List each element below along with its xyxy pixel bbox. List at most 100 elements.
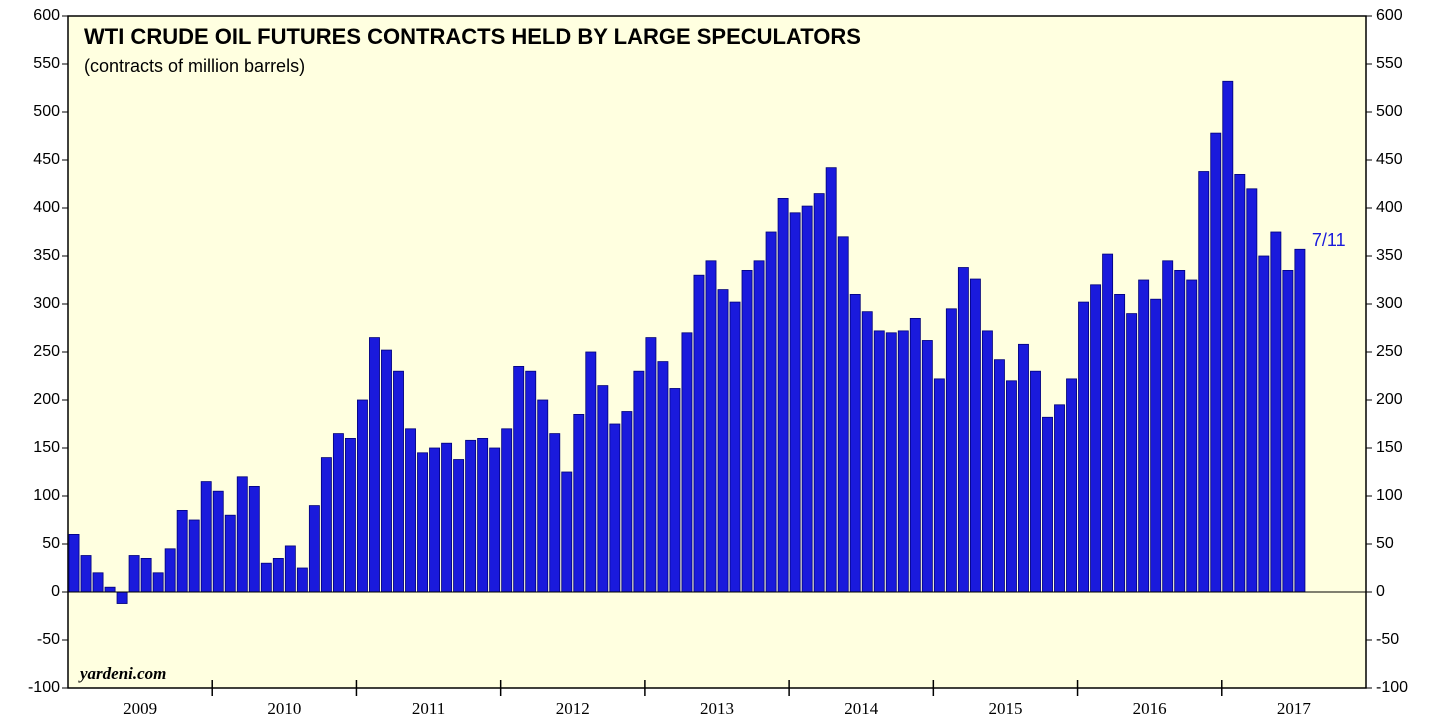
y-tick-label: 0: [51, 583, 60, 600]
bar: [981, 330, 993, 593]
bar: [212, 490, 224, 593]
y2-tick-label: 0: [1376, 583, 1385, 600]
bar: [597, 385, 609, 593]
bar: [693, 274, 705, 593]
bar: [80, 555, 92, 593]
y2-tick-label: 150: [1376, 439, 1403, 456]
y2-tick-label: 600: [1376, 7, 1403, 24]
bar: [477, 437, 489, 593]
bar: [1042, 416, 1053, 593]
bar: [705, 260, 717, 593]
bar: [1186, 279, 1198, 593]
bar: [1018, 343, 1029, 593]
bar: [825, 167, 837, 593]
bar: [1198, 171, 1210, 593]
y2-tick-label: 350: [1376, 247, 1403, 264]
bar: [753, 260, 765, 593]
bar: [1006, 380, 1017, 593]
bar: [873, 330, 885, 593]
bar: [633, 370, 645, 593]
chart-title: WTI CRUDE OIL FUTURES CONTRACTS HELD BY …: [84, 24, 861, 49]
bar: [849, 293, 861, 593]
bar: [68, 534, 80, 593]
bar: [164, 548, 176, 593]
bar: [1282, 269, 1294, 593]
y-tick-label: 250: [33, 343, 60, 360]
y2-tick-label: 450: [1376, 151, 1403, 168]
bar: [296, 567, 308, 593]
y-tick-label: 50: [42, 535, 60, 552]
bar: [332, 433, 344, 593]
bar: [1162, 260, 1174, 593]
source: yardeni.com: [78, 664, 166, 683]
y2-tick-label: 200: [1376, 391, 1403, 408]
bar: [1258, 255, 1270, 593]
bar: [585, 351, 597, 593]
y2-tick-label: -100: [1376, 679, 1408, 696]
bar: [104, 586, 116, 593]
bar: [1102, 253, 1114, 593]
bar: [320, 457, 332, 593]
bar: [897, 330, 909, 593]
bar: [1090, 284, 1102, 593]
bar: [116, 591, 128, 604]
bar: [729, 301, 741, 593]
y2-tick-label: 250: [1376, 343, 1403, 360]
y2-tick-label: 300: [1376, 295, 1403, 312]
bar: [993, 359, 1005, 593]
bar: [140, 558, 152, 593]
y-tick-label: 100: [33, 487, 60, 504]
x-tick-label: 2017: [1277, 699, 1312, 718]
x-tick-label: 2009: [123, 699, 157, 718]
y-tick-label: 150: [33, 439, 60, 456]
bar: [344, 437, 356, 593]
bar: [357, 399, 368, 593]
y-tick-label: 600: [33, 7, 60, 24]
bar: [429, 447, 441, 593]
plot-area: [67, 15, 1367, 689]
bar: [801, 205, 813, 593]
bar: [417, 452, 428, 593]
bar: [393, 370, 404, 593]
y2-tick-label: -50: [1376, 631, 1399, 648]
x-tick-label: 2015: [988, 699, 1022, 718]
bar: [1210, 132, 1222, 593]
bar: [777, 197, 789, 593]
bar: [681, 332, 693, 593]
bar: [621, 411, 633, 593]
bar: [969, 278, 981, 593]
y2-tick-label: 500: [1376, 103, 1403, 120]
bar: [152, 572, 164, 593]
y-tick-label: 500: [33, 103, 60, 120]
bar: [957, 267, 969, 593]
bar: [909, 317, 921, 593]
bar: [1114, 293, 1126, 593]
bar: [176, 509, 188, 593]
bar: [1174, 269, 1186, 593]
bar: [200, 481, 212, 593]
y2-tick-label: 50: [1376, 535, 1394, 552]
y-tick-label: 300: [33, 295, 60, 312]
bar: [405, 428, 416, 593]
bar: [513, 365, 525, 593]
y2-tick-label: 550: [1376, 55, 1403, 72]
bar: [537, 399, 549, 593]
bar: [272, 558, 284, 593]
bar: [657, 361, 669, 593]
bar: [260, 562, 272, 593]
bar: [501, 428, 513, 593]
bar: [525, 370, 537, 593]
bar: [308, 505, 320, 593]
bar: [369, 337, 380, 593]
x-tick-label: 2011: [412, 699, 445, 718]
y-tick-label: 550: [33, 55, 60, 72]
bar: [284, 545, 296, 593]
y-tick-label: 400: [33, 199, 60, 216]
bar: [92, 572, 104, 593]
bar: [248, 485, 260, 593]
bar: [717, 289, 729, 593]
bar: [465, 439, 477, 593]
bar: [837, 236, 849, 593]
chart-subtitle: (contracts of million barrels): [84, 56, 305, 76]
